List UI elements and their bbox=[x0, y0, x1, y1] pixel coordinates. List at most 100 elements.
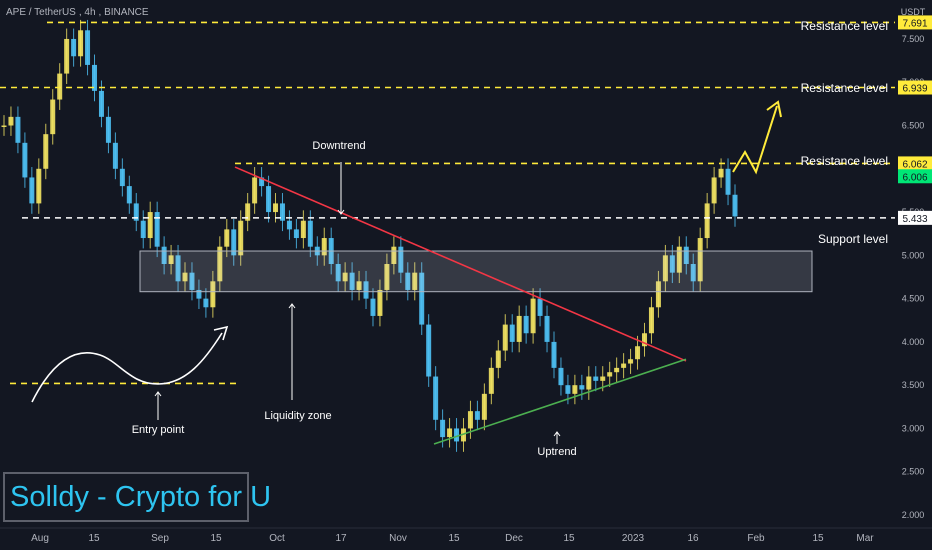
candle-body bbox=[635, 346, 641, 360]
candle-body bbox=[419, 272, 425, 325]
symbol-name: APE / TetherUS bbox=[6, 7, 76, 18]
candle-body bbox=[488, 367, 494, 394]
candle-body bbox=[412, 272, 418, 290]
candle-body bbox=[98, 90, 104, 117]
candle-body bbox=[523, 315, 529, 334]
candle-body bbox=[279, 203, 285, 221]
y-tick-label: 2.500 bbox=[902, 467, 925, 477]
candle-body bbox=[628, 359, 634, 364]
candle-body bbox=[683, 246, 689, 264]
candle-body bbox=[57, 73, 63, 100]
candle-body bbox=[92, 64, 98, 91]
annotation-label: Entry point bbox=[132, 424, 185, 436]
candle-body bbox=[154, 212, 160, 247]
candle-body bbox=[440, 419, 446, 438]
candle-body bbox=[495, 350, 501, 368]
y-tick-label: 4.500 bbox=[902, 294, 925, 304]
interval-label: 4h bbox=[84, 7, 96, 18]
candle-body bbox=[676, 246, 682, 273]
y-tick-label: 6.500 bbox=[902, 121, 925, 131]
candle-body bbox=[168, 255, 174, 264]
last-price-text: 6.006 bbox=[902, 172, 927, 183]
candle-body bbox=[259, 177, 265, 187]
candle-body bbox=[307, 220, 313, 247]
candle-body bbox=[22, 142, 28, 178]
candle-body bbox=[447, 428, 453, 438]
candle-body bbox=[467, 411, 473, 429]
candle-body bbox=[537, 298, 543, 316]
candle-body bbox=[600, 376, 606, 381]
level-price-text: 6.939 bbox=[902, 84, 927, 95]
candle-body bbox=[321, 238, 327, 256]
price-axis[interactable]: USDT 2.000 2.500 3.000 3.500 4.000 4.500 5.000 5… bbox=[896, 0, 932, 550]
candle-body bbox=[433, 376, 439, 420]
candle-body bbox=[231, 229, 237, 256]
candle-body bbox=[105, 116, 111, 143]
candle-body bbox=[669, 255, 675, 273]
downtrend-line bbox=[234, 166, 687, 362]
annotation-arrowhead bbox=[337, 209, 345, 215]
annotation-arrowhead bbox=[154, 391, 162, 397]
candle-body bbox=[335, 264, 341, 282]
uptrend-line bbox=[433, 358, 687, 445]
candle-body bbox=[481, 393, 487, 420]
candle-body bbox=[78, 30, 84, 57]
candle-body bbox=[502, 324, 508, 351]
wave-arrowhead bbox=[213, 325, 229, 341]
candle-body bbox=[363, 281, 369, 299]
candle-body bbox=[293, 229, 299, 239]
symbol-title: APE / TetherUS, 4h, BINANCE bbox=[6, 7, 149, 18]
candle-body bbox=[454, 428, 460, 442]
candle-body bbox=[474, 411, 480, 420]
candle-body bbox=[112, 142, 118, 169]
level-label: Support level bbox=[818, 232, 888, 246]
candle-body bbox=[119, 168, 125, 187]
currency-label: USDT bbox=[901, 7, 926, 17]
candle-body bbox=[210, 281, 216, 308]
candle-body bbox=[732, 194, 738, 217]
candle-body bbox=[133, 203, 139, 221]
candle-body bbox=[1, 125, 7, 128]
candle-body bbox=[398, 246, 404, 273]
candle-body bbox=[558, 367, 564, 386]
x-tick-label: Sep bbox=[151, 533, 169, 544]
candle-body bbox=[85, 30, 91, 65]
level-label: Resistance level bbox=[801, 19, 888, 33]
y-tick-label: 3.500 bbox=[902, 380, 925, 390]
time-axis[interactable]: Aug 15 Sep 15 Oct 17 Nov 15 Dec 15 2023 16 Feb 15 Mar bbox=[0, 527, 932, 544]
candle-body bbox=[579, 385, 585, 390]
x-tick-label: 15 bbox=[88, 533, 100, 544]
candle-body bbox=[718, 168, 724, 178]
y-tick-label: 3.000 bbox=[902, 423, 925, 433]
x-tick-label: 15 bbox=[812, 533, 824, 544]
candle-body bbox=[266, 186, 272, 213]
candle-body bbox=[342, 272, 348, 282]
candle-body bbox=[217, 246, 223, 282]
candle-body bbox=[648, 307, 654, 334]
candle-body bbox=[161, 246, 167, 264]
levels-layer: Resistance level Resistance level Resistan… bbox=[0, 19, 895, 385]
x-tick-label: 16 bbox=[687, 533, 699, 544]
trendlines-layer bbox=[234, 166, 687, 445]
candle-body bbox=[43, 134, 49, 169]
x-tick-label: Nov bbox=[389, 533, 407, 544]
level-price-text: 5.433 bbox=[902, 214, 927, 225]
candle-body bbox=[565, 385, 571, 394]
candle-body bbox=[516, 315, 522, 342]
x-tick-label: Feb bbox=[747, 533, 765, 544]
level-price-tag bbox=[898, 156, 932, 171]
candle-body bbox=[15, 116, 21, 143]
candle-body bbox=[175, 255, 181, 282]
y-tick-label: 5.000 bbox=[902, 250, 925, 260]
level-label: Resistance level bbox=[801, 81, 888, 95]
candle-body bbox=[147, 212, 153, 239]
candle-body bbox=[238, 220, 244, 256]
candle-body bbox=[711, 177, 717, 204]
candles-layer bbox=[1, 19, 738, 452]
annotation-arrowhead bbox=[288, 303, 296, 309]
wave-curve bbox=[31, 332, 223, 403]
candle-body bbox=[71, 38, 77, 57]
candle-body bbox=[551, 341, 557, 368]
candle-body bbox=[224, 229, 230, 247]
